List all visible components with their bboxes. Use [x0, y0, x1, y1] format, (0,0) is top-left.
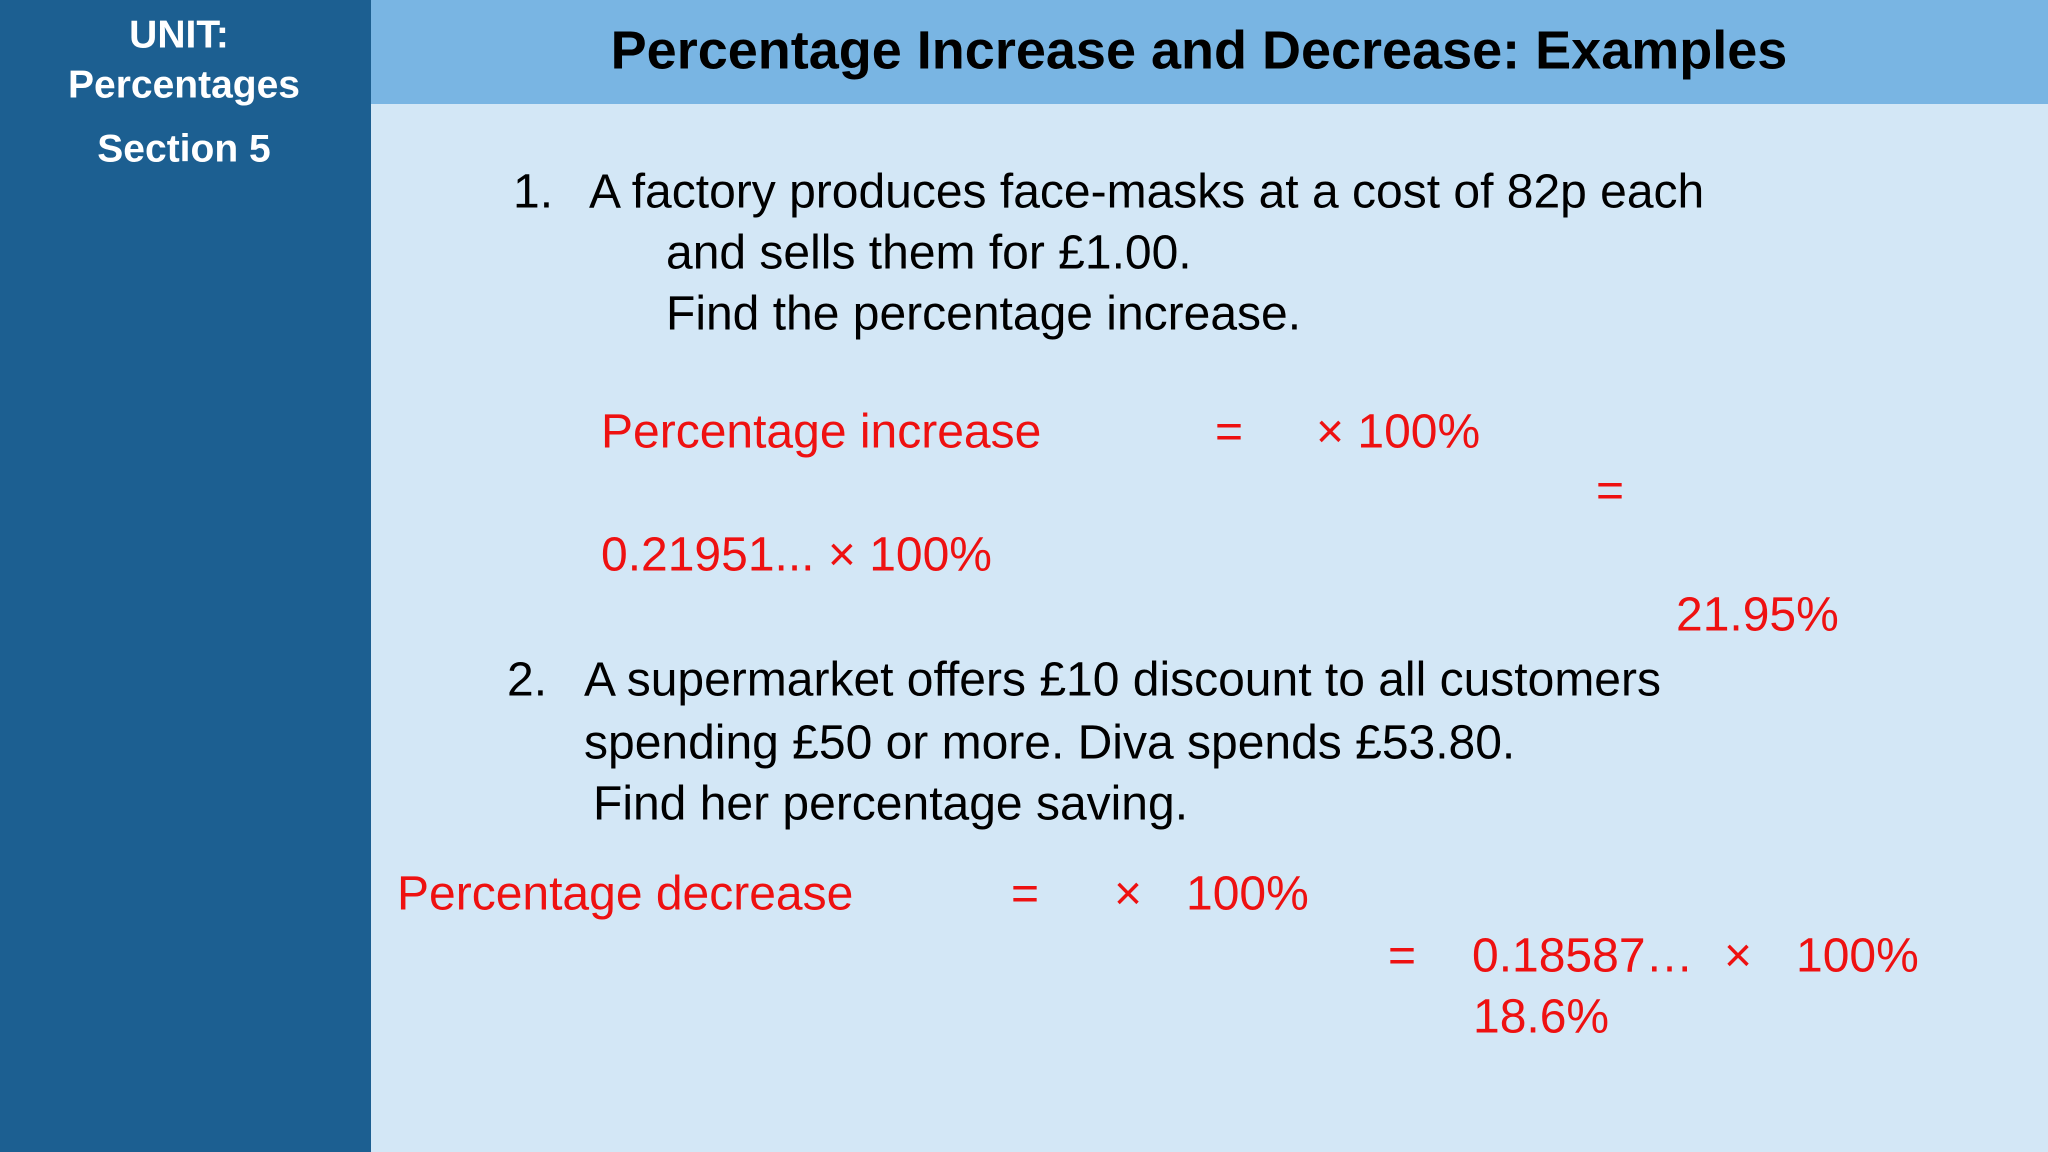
- hundred-percent: 100%: [1796, 930, 1919, 983]
- equals: =: [1388, 930, 1416, 983]
- question-line: and sells them for £1.00.: [666, 227, 1192, 280]
- question-line: A supermarket offers £10 discount to all…: [584, 654, 1661, 707]
- answer: 21.95%: [1676, 589, 1839, 642]
- working-term: × 100%: [1316, 406, 1480, 459]
- equals: =: [1596, 465, 1624, 518]
- sidebar: [0, 0, 371, 1152]
- equals: =: [1011, 868, 1039, 921]
- times: ×: [1114, 868, 1142, 921]
- unit-label: UNIT:: [129, 13, 229, 56]
- hundred-percent: 100%: [1186, 868, 1309, 921]
- header-band: [371, 0, 2048, 104]
- working-step: 0.18587…: [1472, 930, 1694, 983]
- question-line: spending £50 or more. Diva spends £53.80…: [584, 717, 1515, 770]
- question-line: Find the percentage increase.: [666, 288, 1301, 341]
- answer: 18.6%: [1473, 991, 1609, 1044]
- question-line: A factory produces face-masks at a cost …: [589, 166, 1704, 219]
- working-label: Percentage increase: [601, 406, 1041, 459]
- equals: =: [1215, 406, 1243, 459]
- times: ×: [1724, 930, 1752, 983]
- title: Percentage Increase and Decrease: Exampl…: [611, 20, 1788, 80]
- section-label: Section 5: [97, 127, 270, 170]
- working-step: 0.21951... × 100%: [601, 529, 992, 582]
- question-line: Find her percentage saving.: [593, 778, 1188, 831]
- example-number: 2.: [507, 654, 547, 707]
- working-label: Percentage decrease: [397, 868, 853, 921]
- example-number: 1.: [513, 166, 553, 219]
- topic-label: Percentages: [68, 63, 300, 106]
